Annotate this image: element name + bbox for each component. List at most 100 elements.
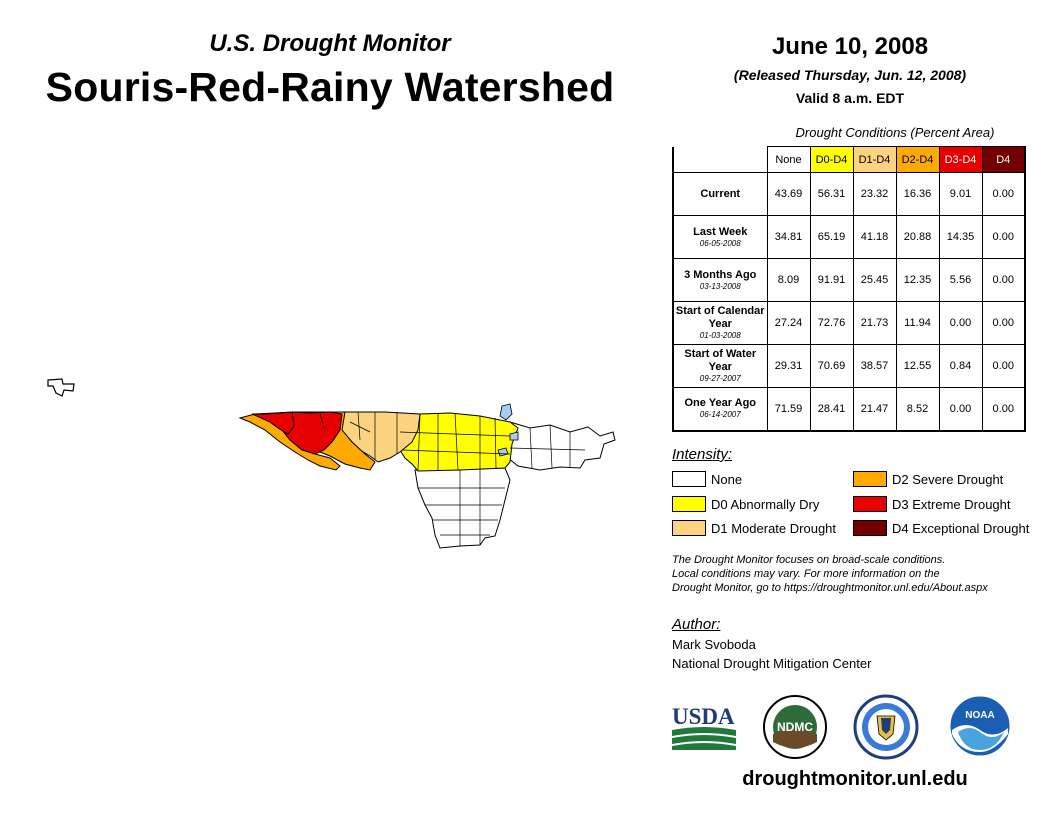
table-header-row: None D0-D4 D1-D4 D2-D4 D3-D4 D4	[673, 146, 1026, 173]
legend-label: D1 Moderate Drought	[711, 520, 837, 536]
col-header-d2-d4: D2-D4	[895, 146, 940, 173]
col-header-d1-d4: D1-D4	[852, 146, 897, 173]
page-title: Souris-Red-Rainy Watershed	[45, 64, 615, 110]
row-label: Start of Calendar Year 01-03-2008	[672, 301, 768, 345]
col-header-none: None	[766, 146, 811, 173]
table-cell: 0.00	[981, 344, 1026, 388]
table-cell: 41.18	[852, 215, 897, 259]
legend-swatch	[672, 520, 706, 536]
table-row: One Year Ago 06-14-2007 71.59 28.41 21.47 8.5…	[672, 387, 1026, 431]
table-cell: 16.36	[895, 172, 940, 216]
table-cell: 20.88	[895, 215, 940, 259]
legend-swatch	[853, 520, 887, 536]
legend-label: D4 Exceptional Drought	[892, 520, 1030, 536]
row-label: 3 Months Ago 03-13-2008	[672, 258, 768, 302]
legend-label: D3 Extreme Drought	[892, 496, 1011, 512]
table-cell: 21.73	[852, 301, 897, 345]
note-line: The Drought Monitor focuses on broad-sca…	[672, 554, 946, 566]
lake	[499, 403, 513, 421]
col-header-d3-d4: D3-D4	[938, 146, 983, 173]
table-cell: 70.69	[809, 344, 854, 388]
table-cell: 12.35	[895, 258, 940, 302]
row-date: 01-03-2008	[699, 331, 741, 340]
table-cell: 38.57	[852, 344, 897, 388]
map-subtitle: U.S. Drought Monitor	[209, 30, 451, 57]
row-label: One Year Ago 06-14-2007	[672, 387, 768, 431]
legend-label: None	[711, 471, 743, 487]
row-date: 06-14-2007	[699, 410, 741, 420]
table-cell: 56.31	[809, 172, 854, 216]
region-d0	[399, 412, 519, 472]
table-cell: 25.45	[852, 258, 897, 302]
legend-swatch	[672, 496, 706, 512]
outlying-region	[47, 378, 75, 397]
table-cell: 65.19	[809, 215, 854, 259]
commerce-seal	[853, 694, 919, 760]
author-label: Author:	[672, 616, 721, 633]
table-cell: 0.00	[938, 301, 983, 345]
table-row: Start of Calendar Year 01-03-2008 27.24 72.…	[672, 301, 1026, 345]
county-boundaries	[319, 411, 586, 546]
drought-monitor-note: The Drought Monitor focuses on broad-sca…	[672, 553, 1052, 595]
row-label-text: Start of Water Year	[684, 348, 757, 373]
region-none-east	[507, 421, 616, 471]
table-cell: 0.84	[938, 344, 983, 388]
legend-swatch	[672, 471, 706, 487]
noaa-logo-text: NOAA	[965, 710, 994, 721]
row-label: Start of Water Year 09-27-2007	[672, 344, 768, 388]
table-cell: 11.94	[895, 301, 940, 345]
legend-title: Intensity:	[672, 446, 733, 463]
row-label: Current	[672, 172, 768, 216]
table-cell: 29.31	[766, 344, 811, 388]
table-caption: Drought Conditions (Percent Area)	[795, 125, 995, 140]
table-row: Current 43.69 56.31 23.32 16.36 9.01 0.00	[672, 172, 1026, 216]
row-date: 09-27-2007	[699, 374, 741, 383]
table-row: Start of Water Year 09-27-2007 29.31 70.69 3…	[672, 344, 1026, 388]
table-cell: 5.56	[938, 258, 983, 302]
note-line: Local conditions may vary. For more info…	[672, 568, 940, 580]
release-date: (Released Thursday, Jun. 12, 2008)	[733, 67, 967, 83]
table-cell: 34.81	[766, 215, 811, 259]
table-cell: 14.35	[938, 215, 983, 259]
valid-time: Valid 8 a.m. EDT	[795, 90, 905, 106]
table-cell: 0.00	[981, 215, 1026, 259]
table-cell: 8.52	[895, 387, 940, 431]
row-date: 06-05-2008	[699, 238, 741, 248]
website-link[interactable]: droughtmonitor.unl.edu	[742, 768, 968, 790]
legend-item-none: None	[672, 471, 742, 487]
noaa-logo: NOAA	[949, 695, 1011, 757]
row-label-text: Last Week	[693, 225, 748, 238]
table-corner	[673, 147, 767, 173]
row-date: 03-13-2008	[699, 281, 741, 291]
legend-label: D2 Severe Drought	[892, 471, 1004, 487]
legend-item-d3: D3 Extreme Drought	[853, 496, 1011, 512]
table-cell: 21.47	[852, 387, 897, 431]
region-none-south	[414, 467, 511, 549]
row-label-text: One Year Ago	[684, 397, 757, 410]
region-d3-west	[251, 411, 295, 435]
table-cell: 72.76	[809, 301, 854, 345]
table-cell: 28.41	[809, 387, 854, 431]
ndmc-logo: NDMC	[763, 695, 827, 759]
table-cell: 23.32	[852, 172, 897, 216]
legend-swatch	[853, 496, 887, 512]
table-cell: 12.55	[895, 344, 940, 388]
col-header-d0-d4: D0-D4	[809, 146, 854, 173]
legend-item-d2: D2 Severe Drought	[853, 471, 1003, 487]
table-cell: 71.59	[766, 387, 811, 431]
table-cell: 0.00	[938, 387, 983, 431]
usda-logo-text: USDA	[672, 704, 735, 729]
legend-swatch	[853, 471, 887, 487]
row-label-text: Start of Calendar Year	[675, 305, 765, 330]
row-label: Last Week 06-05-2008	[672, 215, 768, 259]
legend-label: D0 Abnormally Dry	[711, 496, 820, 512]
table-row: 3 Months Ago 03-13-2008 8.09 91.91 25.45 12.3…	[672, 258, 1026, 302]
table-cell: 0.00	[981, 258, 1026, 302]
ndmc-logo-text: NDMC	[777, 720, 813, 734]
author-organization: National Drought Mitigation Center	[672, 656, 872, 671]
author-name: Mark Svoboda	[672, 637, 756, 652]
usda-logo: USDA	[672, 704, 736, 750]
legend-item-d0: D0 Abnormally Dry	[672, 496, 819, 512]
table-cell: 8.09	[766, 258, 811, 302]
map-date: June 10, 2008	[771, 33, 929, 60]
